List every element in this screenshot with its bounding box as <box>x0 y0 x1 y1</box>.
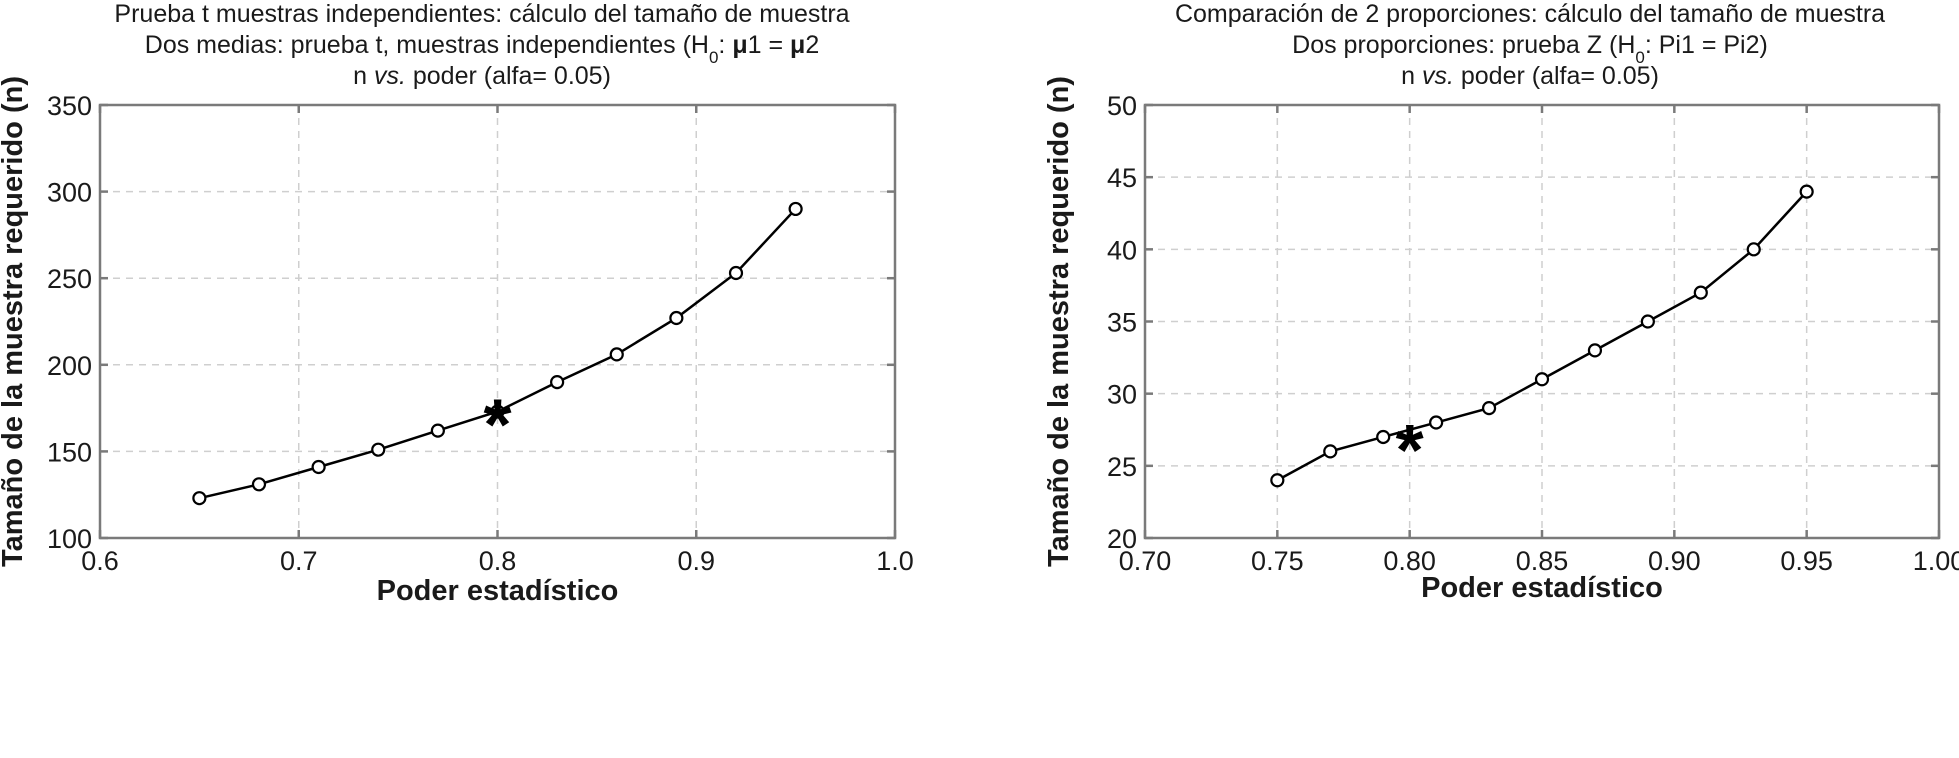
y-tick-label: 300 <box>47 178 92 208</box>
y-axis-label: Tamaño de la muestra requerido (n) <box>0 76 29 567</box>
data-point <box>192 491 207 506</box>
y-tick-label: 250 <box>47 264 92 294</box>
data-point <box>788 201 803 217</box>
x-tick-label: 0.6 <box>81 546 119 576</box>
data-point <box>728 265 744 281</box>
data-point <box>251 477 267 492</box>
data-point <box>1693 285 1708 300</box>
title-segment: Comparación de 2 proporciones: cálculo d… <box>1175 0 1885 28</box>
title-segment: vs. <box>1422 62 1454 90</box>
chart-title-line: Dos medias: prueba t, muestras independi… <box>145 31 819 67</box>
y-tick-label: 20 <box>1107 524 1137 554</box>
title-segment: Dos medias: prueba t, muestras independi… <box>145 31 709 59</box>
data-point <box>430 423 445 438</box>
title-segment: 0 <box>1635 48 1644 67</box>
data-point <box>1429 415 1444 430</box>
chart-panel-proportions: Comparación de 2 proporciones: cálculo d… <box>1043 0 1959 604</box>
data-point <box>1534 372 1550 387</box>
x-tick-label: 1.00 <box>1913 546 1959 576</box>
title-segment: n <box>1401 62 1422 90</box>
chart-title-line: Prueba t muestras independientes: cálcul… <box>114 0 849 28</box>
chart-panel-ttest: Prueba t muestras independientes: cálcul… <box>0 0 914 607</box>
title-segment: μ <box>790 31 805 59</box>
y-axis-label: Tamaño de la muestra requerido (n) <box>1043 76 1075 567</box>
x-tick-label: 0.80 <box>1383 546 1436 576</box>
x-tick-label: 0.7 <box>280 546 318 576</box>
title-segment: 2 <box>805 31 819 59</box>
x-tick-label: 0.8 <box>479 546 517 576</box>
title-segment: Prueba t muestras independientes: cálcul… <box>114 0 849 28</box>
data-point <box>1640 314 1655 329</box>
x-tick-label: 0.95 <box>1780 546 1833 576</box>
y-tick-label: 35 <box>1107 308 1137 338</box>
highlight-star-marker: * <box>483 386 511 466</box>
x-tick-label: 0.9 <box>677 546 715 576</box>
title-segment: poder (alfa= 0.05) <box>406 62 611 90</box>
data-point <box>371 442 386 457</box>
chart-title-line: Comparación de 2 proporciones: cálculo d… <box>1175 0 1885 28</box>
title-segment: vs. <box>374 62 406 90</box>
chart-title-line: n vs. poder (alfa= 0.05) <box>1401 62 1659 90</box>
title-segment: n <box>353 62 374 90</box>
y-tick-label: 40 <box>1107 235 1137 265</box>
y-tick-label: 150 <box>47 437 92 467</box>
title-segment: 1 = <box>748 31 790 59</box>
data-point <box>669 310 684 326</box>
data-point <box>490 404 505 419</box>
x-tick-label: 0.70 <box>1119 546 1172 576</box>
chart-title-line: n vs. poder (alfa= 0.05) <box>353 62 611 90</box>
y-tick-label: 100 <box>47 524 92 554</box>
data-point <box>311 459 326 475</box>
title-segment: : <box>718 31 732 59</box>
data-point <box>1587 343 1603 358</box>
data-point <box>1323 444 1338 459</box>
title-segment: poder (alfa= 0.05) <box>1454 62 1659 90</box>
y-tick-label: 30 <box>1107 380 1137 410</box>
x-tick-label: 0.85 <box>1516 546 1569 576</box>
data-point <box>1799 184 1814 199</box>
title-segment: 0 <box>709 48 718 67</box>
x-tick-label: 1.0 <box>876 546 914 576</box>
y-tick-label: 350 <box>47 91 92 121</box>
y-tick-label: 200 <box>47 351 92 381</box>
title-segment: μ <box>732 31 747 59</box>
x-tick-label: 0.75 <box>1251 546 1304 576</box>
x-tick-label: 0.90 <box>1648 546 1701 576</box>
data-point <box>609 347 624 362</box>
y-tick-label: 50 <box>1107 91 1137 121</box>
data-point <box>1746 242 1761 257</box>
chart-title-line: Dos proporciones: prueba Z (H0: Pi1 = Pi… <box>1292 31 1768 67</box>
data-point <box>1481 401 1497 416</box>
y-tick-label: 45 <box>1107 163 1137 193</box>
x-axis-label: Poder estadístico <box>377 575 619 607</box>
data-point <box>1270 473 1285 488</box>
title-segment: Dos proporciones: prueba Z (H <box>1292 31 1635 59</box>
highlight-star-marker: * <box>1396 411 1424 491</box>
x-axis-label: Poder estadístico <box>1421 572 1663 604</box>
data-point <box>1376 429 1391 445</box>
y-tick-label: 25 <box>1107 452 1137 482</box>
data-point <box>550 375 565 390</box>
title-segment: : Pi1 = Pi2) <box>1645 31 1768 59</box>
